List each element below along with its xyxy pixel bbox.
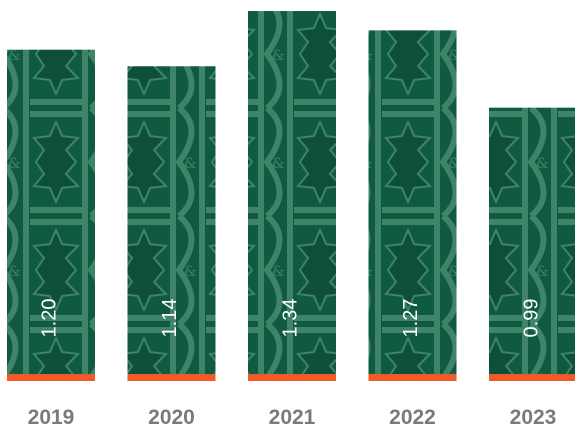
x-tick-label: 2023 [510, 406, 557, 428]
bar [127, 66, 216, 382]
value-label: 1.14 [159, 299, 181, 338]
bar-base [489, 374, 575, 381]
x-tick-label: 2019 [28, 406, 75, 428]
bar-base [368, 374, 457, 381]
x-tick-label: 2020 [148, 406, 195, 428]
value-label: 1.20 [38, 299, 60, 338]
bar [248, 11, 336, 381]
bar [489, 107, 575, 381]
bar [7, 49, 95, 382]
bar [368, 30, 457, 381]
value-label: 1.34 [279, 299, 301, 338]
value-label: 1.27 [400, 299, 422, 338]
x-tick-label: 2022 [389, 406, 436, 428]
value-label: 0.99 [520, 299, 542, 338]
x-tick-label: 2021 [269, 406, 316, 428]
bar-base [248, 374, 336, 381]
bar-base [127, 374, 216, 381]
bar-base [7, 374, 95, 381]
